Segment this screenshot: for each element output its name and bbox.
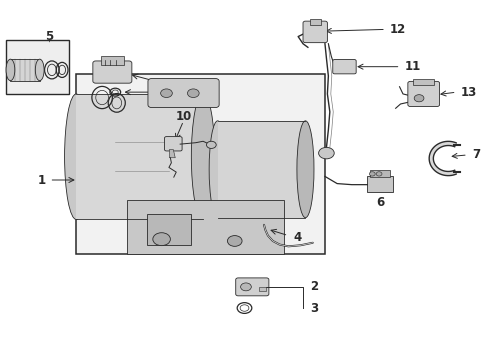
Circle shape xyxy=(375,172,381,176)
Bar xyxy=(5,40,69,94)
Text: 9: 9 xyxy=(168,86,177,99)
FancyBboxPatch shape xyxy=(332,59,355,74)
Text: 1: 1 xyxy=(38,174,45,186)
Ellipse shape xyxy=(191,94,214,220)
FancyBboxPatch shape xyxy=(407,81,439,107)
FancyBboxPatch shape xyxy=(303,21,327,42)
Text: 13: 13 xyxy=(460,86,476,99)
Ellipse shape xyxy=(6,59,15,81)
FancyBboxPatch shape xyxy=(164,136,182,151)
Text: 11: 11 xyxy=(404,60,420,73)
Ellipse shape xyxy=(35,59,44,81)
Circle shape xyxy=(153,233,170,246)
Text: 4: 4 xyxy=(293,231,301,244)
Text: 12: 12 xyxy=(389,23,405,36)
Text: 5: 5 xyxy=(45,30,54,43)
Circle shape xyxy=(227,235,242,246)
FancyBboxPatch shape xyxy=(148,78,219,108)
Circle shape xyxy=(206,141,216,148)
Circle shape xyxy=(187,89,199,98)
Text: 2: 2 xyxy=(310,280,318,293)
Text: 8: 8 xyxy=(170,78,178,91)
Bar xyxy=(412,79,433,85)
Polygon shape xyxy=(169,149,175,158)
Bar xyxy=(76,94,203,220)
Bar xyxy=(309,19,320,25)
Circle shape xyxy=(413,95,423,102)
Bar xyxy=(366,176,392,192)
Text: 10: 10 xyxy=(175,110,191,123)
Ellipse shape xyxy=(64,94,88,220)
Circle shape xyxy=(318,147,333,159)
Bar xyxy=(147,214,190,244)
Bar xyxy=(76,74,325,253)
Bar xyxy=(369,170,389,177)
Bar xyxy=(101,56,124,65)
Ellipse shape xyxy=(296,121,313,218)
Text: 3: 3 xyxy=(310,302,318,315)
Circle shape xyxy=(240,283,251,291)
Bar xyxy=(127,200,283,253)
Circle shape xyxy=(368,172,374,176)
Bar xyxy=(259,287,265,291)
Circle shape xyxy=(160,89,172,98)
FancyBboxPatch shape xyxy=(93,61,132,83)
Bar xyxy=(217,121,305,218)
Text: 6: 6 xyxy=(375,197,384,210)
Bar xyxy=(10,59,40,81)
Ellipse shape xyxy=(209,121,226,218)
FancyBboxPatch shape xyxy=(235,278,268,296)
Text: 7: 7 xyxy=(472,148,480,161)
